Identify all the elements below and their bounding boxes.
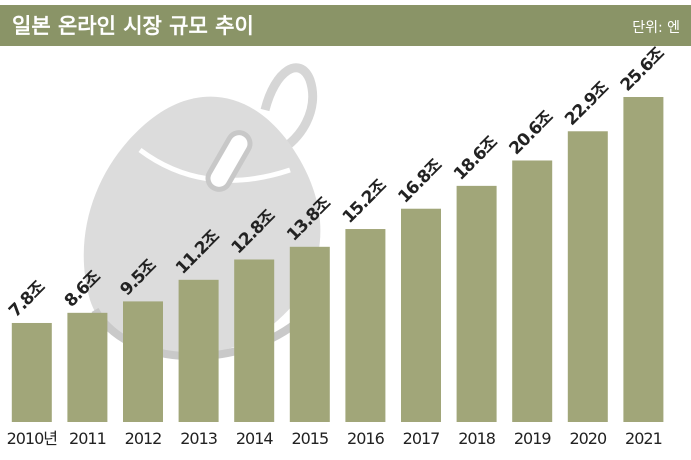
x-tick-label: 2012 (125, 429, 162, 448)
bar (123, 301, 163, 422)
value-label: 7.8조 (5, 277, 50, 322)
bar (67, 312, 108, 422)
x-tick-label: 2017 (403, 429, 440, 448)
value-label: 18.6조 (450, 132, 502, 184)
bar (512, 160, 553, 422)
x-tick-label: 2013 (180, 429, 217, 448)
value-label: 20.6조 (506, 107, 558, 159)
bar (11, 322, 52, 422)
bar (178, 279, 219, 422)
bar (289, 246, 330, 422)
bar (345, 229, 386, 422)
value-label: 25.6조 (617, 43, 669, 95)
bar (401, 208, 441, 422)
bar (623, 97, 664, 422)
x-tick-label: 2015 (291, 429, 328, 448)
x-tick-label: 2010년 (7, 429, 58, 448)
x-tick-label: 2014 (236, 429, 274, 448)
unit-label: 단위: 엔 (632, 20, 680, 36)
x-tick-label: 2020 (569, 429, 607, 448)
chart-title: 일본 온라인 시장 규모 추이 (12, 14, 254, 38)
header-bar (0, 5, 691, 46)
value-label: 22.9조 (561, 78, 613, 130)
value-label: 16.8조 (394, 155, 446, 207)
bar (567, 131, 608, 422)
bar (456, 185, 497, 422)
x-tick-label: 2011 (69, 429, 106, 448)
x-tick-label: 2016 (347, 429, 385, 448)
x-tick-label: 2018 (458, 429, 496, 448)
x-tick-label: 2019 (514, 429, 552, 448)
bar (234, 259, 275, 422)
value-label: 15.2조 (339, 175, 391, 227)
x-tick-label: 2021 (625, 429, 662, 448)
